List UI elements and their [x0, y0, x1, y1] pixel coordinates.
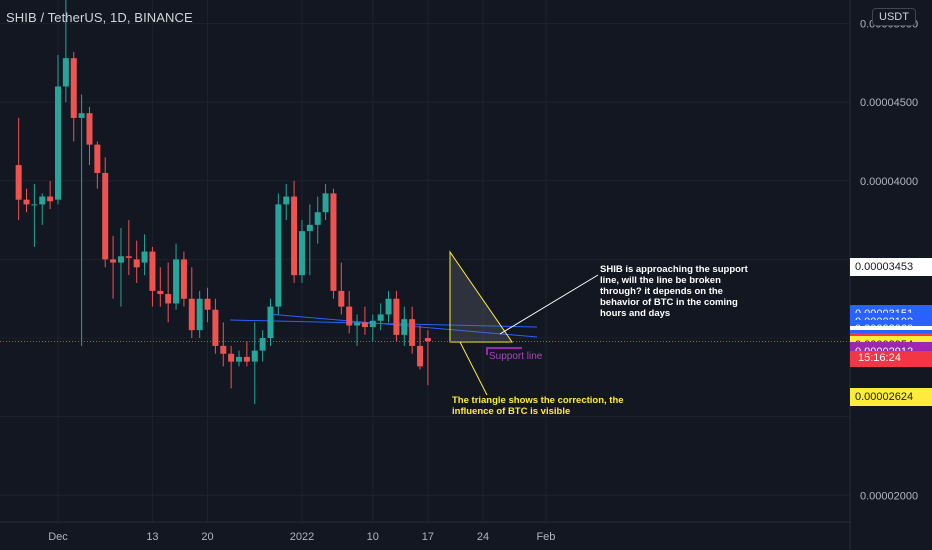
candle-body [338, 290, 345, 307]
candle-body [393, 298, 400, 335]
currency-button[interactable]: USDT [872, 8, 916, 26]
y-tick-label: 0.00004000 [860, 176, 918, 188]
x-tick-label: 2022 [290, 531, 314, 543]
symbol-title: SHIB / TetherUS, 1D, BINANCE [6, 10, 193, 25]
candle-body [70, 58, 77, 118]
candle-body [424, 338, 431, 342]
candle-body [346, 306, 353, 326]
candle-body [322, 193, 329, 213]
btc-callout-line [499, 274, 599, 335]
candle-body [298, 231, 305, 276]
candle-body [117, 256, 124, 263]
candle-body [102, 172, 109, 260]
x-tick-label: 13 [146, 531, 158, 543]
price-tag: 0.00002624 [850, 388, 932, 407]
candle-body [409, 319, 416, 346]
candle-body [94, 144, 101, 173]
candle-body [330, 193, 337, 291]
triangle-callout-line [459, 341, 488, 396]
candle-body [31, 204, 38, 206]
candle-body [196, 298, 203, 331]
candle-body [377, 314, 384, 321]
candle-body [39, 196, 46, 205]
support-line [486, 347, 522, 355]
candle-body [228, 353, 235, 362]
candle-body [275, 204, 282, 307]
candle-body [220, 345, 227, 354]
candle-body [62, 58, 69, 87]
candle-body [125, 256, 132, 258]
candle-body [188, 298, 195, 331]
x-tick-label: Dec [48, 531, 68, 543]
candle-body [55, 86, 61, 200]
candle-body [15, 165, 22, 200]
candle-body [283, 196, 290, 205]
candle-body [157, 290, 164, 295]
x-tick-label: 24 [477, 531, 489, 543]
candle-body [165, 294, 172, 304]
x-tick-label: 10 [367, 531, 379, 543]
candle-body [306, 224, 313, 232]
candle-body [354, 322, 361, 326]
candle-body [141, 251, 148, 263]
support-line-label: Support line [489, 351, 543, 362]
candle-body [369, 320, 376, 328]
triangle-annotation: The triangle shows the correction, the i… [452, 395, 624, 417]
x-tick-label: 17 [422, 531, 434, 543]
candles [15, 0, 431, 405]
candle-body [47, 196, 54, 202]
candle-body [78, 113, 85, 118]
candle-body [180, 259, 187, 299]
candle-body [361, 322, 368, 328]
price-tag: 0.00003453 [850, 257, 932, 276]
candle-body [267, 306, 274, 339]
y-tick-label: 0.00002000 [860, 490, 918, 502]
candle-body [243, 356, 250, 362]
bar-countdown: 15:16:24 [850, 350, 932, 367]
candle-body [110, 259, 117, 263]
correction-triangle [449, 250, 513, 343]
candle-body [251, 350, 258, 362]
candle-body [236, 356, 243, 362]
candle-body [401, 319, 408, 335]
candle-body [291, 196, 298, 276]
y-tick-label: 0.00004500 [860, 97, 918, 109]
candle-body [133, 259, 140, 268]
x-tick-label: Feb [536, 531, 555, 543]
candle-body [259, 338, 266, 351]
x-tick-label: 20 [201, 531, 213, 543]
candle-body [149, 251, 156, 291]
grid [0, 0, 850, 522]
candle-body [314, 212, 321, 225]
candle-body [23, 199, 30, 205]
candle-body [86, 113, 93, 145]
candle-body [204, 298, 211, 310]
candle-body [173, 259, 180, 304]
candle-body [417, 345, 424, 367]
candle-body [212, 309, 219, 346]
candle-body [385, 298, 392, 315]
btc-annotation: SHIB is approaching the support line, wi… [600, 264, 748, 319]
